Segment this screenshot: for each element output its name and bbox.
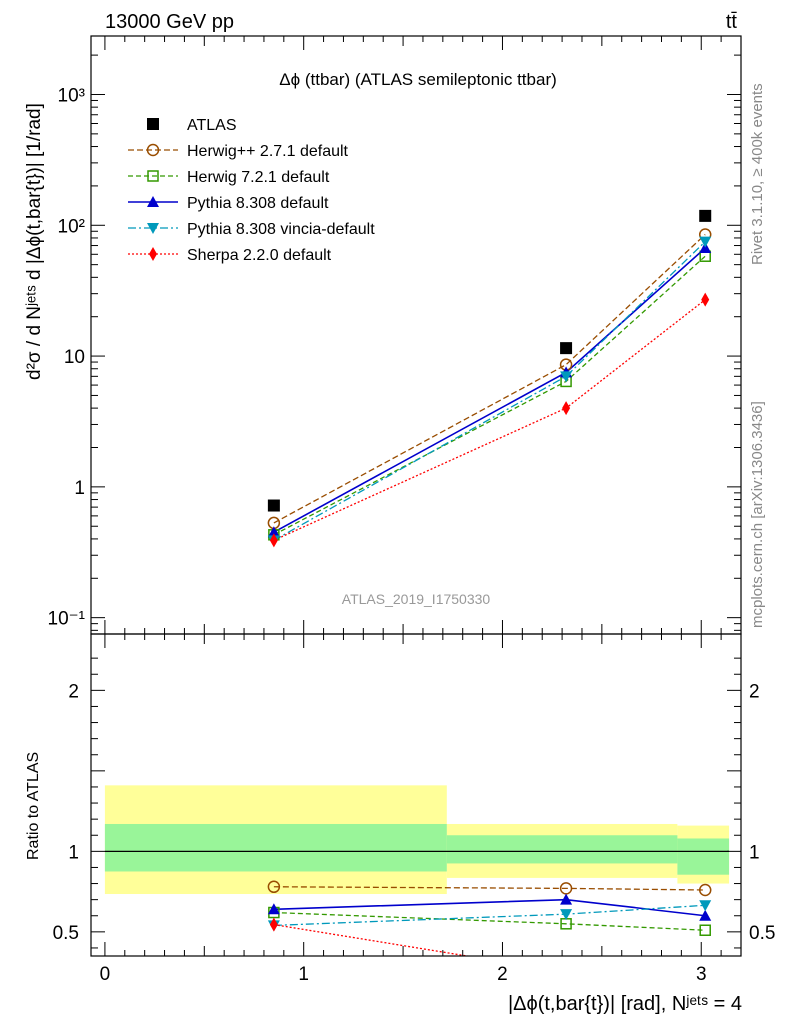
- watermark: ATLAS_2019_I1750330: [342, 591, 491, 607]
- data-point: [699, 209, 712, 222]
- legend-marker: [149, 247, 157, 261]
- main-ylabel: d²σ / d Nʲᵉᵗˢ d |Δϕ(t,bar{t})| [1/rad]: [24, 103, 45, 380]
- legend-entry: Pythia 8.308 vincia-default: [187, 221, 375, 238]
- main-ytick-label: 10⁻¹: [48, 609, 86, 630]
- legend-entry: ATLAS: [187, 117, 237, 134]
- ratio-ytick-label-right: 0.5: [749, 923, 775, 944]
- ratio-ylabel: Ratio to ATLAS: [25, 752, 42, 860]
- ratio-point: [698, 883, 712, 897]
- legend-marker: [147, 118, 159, 130]
- ratio-point: [560, 893, 573, 905]
- ratio-point: [699, 924, 711, 936]
- ratio-point: [267, 880, 281, 894]
- uncertainty-band-inner: [446, 835, 678, 864]
- ratio-ytick-label-right: 1: [749, 842, 760, 863]
- header-left-label: 13000 GeV pp: [105, 11, 234, 33]
- legend-entry: Herwig++ 2.7.1 default: [187, 143, 349, 160]
- legend-entry: Pythia 8.308 default: [187, 195, 329, 212]
- data-point: [267, 499, 280, 512]
- ratio-point: [560, 909, 573, 921]
- ratio-xtick-label: 1: [298, 964, 309, 985]
- series-line-2: [273, 255, 706, 536]
- ratio-plot: 0.5 0.5 1 1 2 2 0 1 2 3 Ratio to ATLAS |Δϕ(t,bar{…: [25, 633, 775, 1015]
- ratio-xtick-label: 0: [100, 964, 111, 985]
- ratio-line-3: [273, 898, 706, 917]
- ratio-point: [269, 917, 278, 932]
- ratio-ytick-label-left: 0.5: [53, 923, 79, 944]
- ratio-line-2: [273, 911, 706, 931]
- ratio-ytick-label-left: 1: [68, 842, 79, 863]
- ratio-point: [699, 900, 712, 912]
- main-title: Δϕ (ttbar) (ATLAS semileptonic ttbar): [279, 70, 557, 89]
- main-ytick-label: 1: [74, 478, 85, 499]
- legend-marker: [146, 143, 160, 157]
- legend-marker: [147, 170, 159, 182]
- uncertainty-band-inner: [104, 823, 447, 872]
- legend-marker: [147, 223, 159, 234]
- mcplots-label: mcplots.cern.ch [arXiv:1306.3436]: [749, 401, 766, 628]
- header-right-label: tt̄: [726, 11, 738, 33]
- legend-entry: Herwig 7.2.1 default: [187, 169, 330, 186]
- ratio-xtick-label: 2: [497, 964, 508, 985]
- main-ytick-label: 10³: [58, 85, 85, 106]
- series-line-3: [273, 247, 706, 533]
- main-ytick-label: 10²: [58, 216, 85, 237]
- ratio-line-5: [273, 923, 472, 956]
- ratio-line-1: [273, 886, 706, 891]
- series-line-4: [273, 241, 706, 541]
- data-point: [562, 401, 571, 416]
- series-line-1: [273, 234, 706, 524]
- data-point: [560, 371, 573, 383]
- data-point: [699, 236, 712, 248]
- main-plot: 10⁻¹ 1 10 10² 10³ Δϕ (ttbar) (ATLAS semilept…: [24, 35, 742, 635]
- legend-entry: Sherpa 2.2.0 default: [187, 247, 332, 264]
- main-ytick-label: 10: [64, 347, 85, 368]
- data-point: [701, 292, 710, 307]
- legend: ATLAS Herwig++ 2.7.1 default Herwig 7.2.1 …: [128, 117, 375, 264]
- ratio-point: [267, 903, 280, 915]
- ratio-ytick-label-right: 2: [749, 681, 760, 702]
- ratio-ytick-label-left: 2: [68, 681, 79, 702]
- ratio-xlabel: |Δϕ(t,bar{t})| [rad], Nʲᵉᵗˢ = 4: [508, 993, 742, 1015]
- legend-marker: [147, 196, 159, 207]
- rivet-label: Rivet 3.1.10, ≥ 400k events: [749, 83, 766, 265]
- uncertainty-band-inner: [677, 838, 730, 875]
- data-point: [267, 526, 280, 538]
- ratio-xtick-label: 3: [696, 964, 707, 985]
- data-point: [560, 342, 573, 355]
- ratio-point: [699, 909, 712, 921]
- ratio-plot-frame: [90, 633, 742, 957]
- data-point: [269, 533, 278, 548]
